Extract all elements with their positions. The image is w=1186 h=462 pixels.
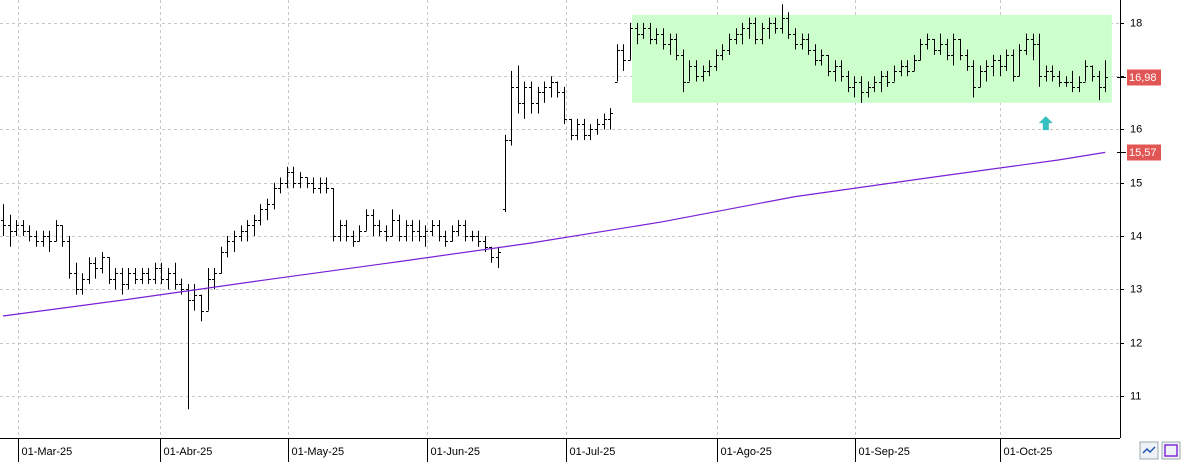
toolbar-icon [1142, 446, 1156, 454]
x-tick-label: 01-Jul-25 [570, 446, 616, 458]
x-tick-label: 01-Abr-25 [164, 446, 213, 458]
price-label-box [1127, 144, 1161, 161]
toolbar-icon [1164, 444, 1178, 457]
x-tick-label: 01-Oct-25 [1004, 446, 1053, 458]
x-tick-label: 01-Jun-25 [431, 446, 481, 458]
x-tick-label: 01-May-25 [292, 446, 345, 458]
signal-arrow [1038, 116, 1053, 131]
moving-average-line [2, 151, 1106, 317]
price-label-box [1127, 69, 1161, 86]
y-tick-label: 12 [1130, 337, 1142, 349]
y-tick-label: 14 [1130, 230, 1142, 242]
axes: 111213141516171801-Mar-2501-Abr-2501-May… [18, 17, 1161, 462]
x-tick-label: 01-Ago-25 [721, 446, 772, 458]
price-label: 16,98 [1129, 72, 1157, 84]
x-tick-label: 01-Mar-25 [22, 446, 73, 458]
y-tick-label: 15 [1130, 177, 1142, 189]
price-label: 15,57 [1129, 147, 1157, 159]
y-tick-label: 13 [1130, 283, 1142, 295]
x-tick-label: 01-Sep-25 [859, 446, 910, 458]
y-tick-label: 16 [1130, 123, 1142, 135]
y-tick-label: 18 [1130, 17, 1142, 29]
y-tick-label: 11 [1130, 390, 1141, 402]
marks [1, 4, 1112, 410]
highlight-region [631, 14, 1112, 103]
toolbar-button[interactable] [1161, 441, 1181, 460]
